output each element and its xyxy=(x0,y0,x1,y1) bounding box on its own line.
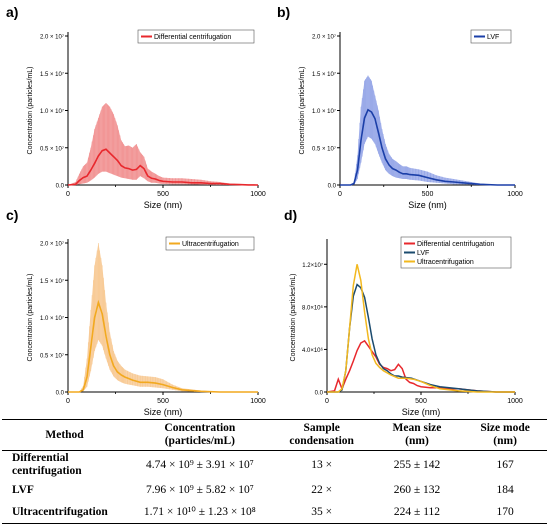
x-axis-title: Size (nm) xyxy=(144,407,183,417)
legend-label: LVF xyxy=(417,250,429,257)
y-tick-label: 2.0 × 10⁷ xyxy=(312,34,336,41)
y-tick-label: 1.0 × 10⁷ xyxy=(312,108,336,115)
x-tick-label: 500 xyxy=(415,398,427,405)
x-tick-label: 1000 xyxy=(507,398,523,405)
y-tick-label: 0.5 × 10⁷ xyxy=(312,145,336,152)
chart-a: 0 500 1000 0.0 0.5 × 10⁷ 1.0 × 10⁷ 1.5 × 10⁷ 2.… xyxy=(27,29,523,417)
row-method: LVF xyxy=(12,483,34,496)
table-row: LVF 7.96 × 10⁹ ± 5.82 × 10⁷ 22 × 260 ± 1… xyxy=(2,479,547,501)
confidence-band xyxy=(340,75,515,185)
series-line xyxy=(327,264,515,393)
panel-label-c: c) xyxy=(6,207,19,223)
y-tick-label: 1.5 × 10⁷ xyxy=(312,71,336,78)
header-mean-size: Mean size (nm) xyxy=(392,422,442,447)
x-tick-label: 1000 xyxy=(507,191,523,198)
y-tick-label: 0.0 xyxy=(56,391,65,397)
confidence-band xyxy=(68,103,258,185)
row-size-mode: 167 xyxy=(496,458,514,471)
panel-label-d: d) xyxy=(284,207,298,223)
legend-box xyxy=(165,236,255,251)
y-axis-title: Concentration (particles/mL) xyxy=(27,67,34,155)
header-condensation: Sample condensation xyxy=(289,422,354,447)
series-line xyxy=(340,108,515,186)
y-tick-label: 1.0 × 10⁷ xyxy=(40,108,64,115)
legend-box xyxy=(470,29,512,44)
y-tick-label: 8.0×10⁶ xyxy=(302,304,324,311)
x-tick-label: 0 xyxy=(325,398,329,405)
y-tick-label: 0.0 xyxy=(56,184,65,190)
x-tick-label: 0 xyxy=(338,191,342,198)
x-tick-label: 1000 xyxy=(250,191,266,198)
series-line xyxy=(67,148,259,186)
x-tick-label: 0 xyxy=(66,191,70,198)
legend-label: Ultracentrifugation xyxy=(417,259,474,266)
row-concentration: 1.71 × 10¹⁰ ± 1.23 × 10⁸ xyxy=(143,505,256,518)
legend-label: Differential centrifugation xyxy=(417,241,494,248)
x-axis-title: Size (nm) xyxy=(144,200,183,210)
row-size-mode: 170 xyxy=(496,505,514,518)
legend-label: Ultracentrifugation xyxy=(182,241,239,248)
table-header-row: Method Concentration (particles/mL) Samp… xyxy=(2,419,547,451)
row-condensation: 13 × xyxy=(311,458,333,471)
series-line xyxy=(326,339,515,393)
results-table: Method Concentration (particles/mL) Samp… xyxy=(2,419,547,524)
legend-box xyxy=(400,236,512,269)
y-tick-label: 2.0 × 10⁷ xyxy=(40,34,64,41)
row-size-mode: 184 xyxy=(496,483,514,496)
x-tick-label: 500 xyxy=(157,191,169,198)
row-condensation: 35 × xyxy=(311,505,333,518)
x-tick-label: 1000 xyxy=(250,398,266,405)
series-line xyxy=(327,283,515,393)
series-line xyxy=(68,299,258,393)
confidence-band xyxy=(68,243,258,392)
y-axis-title: Concentration (particles/mL) xyxy=(27,274,34,362)
header-size-mode: Size mode (nm) xyxy=(480,422,530,447)
y-tick-label: 2.0 × 10⁷ xyxy=(40,241,64,248)
header-method: Method xyxy=(45,428,84,441)
header-concentration: Concentration (particles/mL) xyxy=(164,422,236,447)
y-tick-label: 1.5 × 10⁷ xyxy=(40,278,64,285)
y-axis-title: Concentration (particles/mL) xyxy=(299,67,306,155)
row-mean-size: 224 ± 112 xyxy=(393,505,441,518)
row-mean-size: 260 ± 132 xyxy=(393,483,441,496)
legend-label: LVF xyxy=(487,34,499,41)
x-tick-label: 500 xyxy=(157,398,169,405)
y-tick-label: 0.5 × 10⁷ xyxy=(40,145,64,152)
panel-label-b: b) xyxy=(277,4,291,20)
y-axis-title: Concentration (particles/mL) xyxy=(290,274,297,362)
row-method: Differential centrifugation xyxy=(12,452,82,477)
panel-label-a: a) xyxy=(6,4,19,20)
row-concentration: 4.74 × 10⁹ ± 3.91 × 10⁷ xyxy=(145,458,254,471)
row-mean-size: 255 ± 142 xyxy=(393,458,441,471)
y-tick-label: 0.5 × 10⁷ xyxy=(40,352,64,359)
x-axis-title: Size (nm) xyxy=(408,200,447,210)
y-tick-label: 1.5 × 10⁷ xyxy=(40,71,64,78)
y-tick-label: 4.0×10⁶ xyxy=(302,347,324,354)
legend-box xyxy=(137,29,255,44)
table-row: Differential centrifugation 4.74 × 10⁹ ±… xyxy=(2,451,547,480)
table-row: Ultracentrifugation 1.71 × 10¹⁰ ± 1.23 ×… xyxy=(2,501,547,524)
x-tick-label: 500 xyxy=(422,191,434,198)
row-concentration: 7.96 × 10⁹ ± 5.82 × 10⁷ xyxy=(145,483,254,496)
y-tick-label: 0.0 xyxy=(328,184,337,190)
x-tick-label: 0 xyxy=(66,398,70,405)
x-axis-title: Size (nm) xyxy=(402,407,441,417)
row-condensation: 22 × xyxy=(311,483,333,496)
y-tick-label: 1.2×10⁷ xyxy=(302,262,323,269)
y-tick-label: 0.0 xyxy=(315,391,324,397)
legend-label: Differential centrifugation xyxy=(154,34,231,41)
row-method: Ultracentrifugation xyxy=(12,505,108,518)
y-tick-label: 1.0 × 10⁷ xyxy=(40,315,64,322)
